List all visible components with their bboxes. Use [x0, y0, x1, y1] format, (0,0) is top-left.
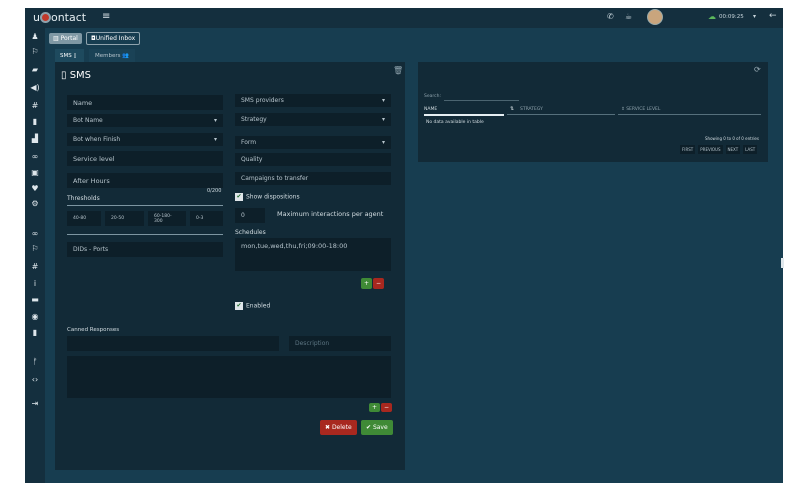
after-hours-input[interactable]: After Hours	[67, 173, 223, 188]
schedules-textarea[interactable]: mon,tue,wed,thu,fri;09:00-18:00	[235, 238, 391, 271]
save-button[interactable]: ✔ Save	[361, 420, 393, 435]
sms-providers-select[interactable]: SMS providers ▾	[235, 94, 391, 107]
remove-schedule-button[interactable]: −	[373, 278, 385, 289]
page-next[interactable]: NEXT	[725, 145, 741, 154]
logout-icon[interactable]: ←	[769, 11, 777, 21]
app-window: u ontact ≡ ✆ ☕ ☁ 00:09:25 ▾ ← ♟ ⚐ ▰ ◀) # …	[25, 8, 783, 483]
hashtag-icon[interactable]: #	[31, 101, 39, 110]
remove-canned-button[interactable]: −	[381, 403, 393, 412]
cogs-icon[interactable]: ⚙	[31, 199, 39, 208]
file-icon[interactable]: ▮	[32, 117, 38, 126]
tab-members[interactable]: Members 👥	[89, 49, 136, 62]
avatar[interactable]	[647, 9, 663, 25]
max-interactions-label: Maximum interactions per agent	[277, 210, 384, 218]
campaigns-transfer-input[interactable]: Campaigns to transfer	[235, 172, 391, 185]
timer: 00:09:25	[719, 14, 744, 20]
pagination: FIRST PREVIOUS NEXT LAST	[680, 145, 758, 154]
add-schedule-button[interactable]: +	[361, 278, 373, 289]
threshold-input[interactable]: 20-50	[105, 211, 144, 226]
show-dispositions-checkbox[interactable]: ✔ Show dispositions	[235, 193, 300, 201]
char-counter: 0/200	[207, 188, 222, 194]
trash-icon[interactable]: 🗑	[393, 66, 404, 75]
sms-form: ▯ SMS 🗑 Name Bot Name ▾ Bot when Finish ▾ …	[55, 62, 405, 470]
gamepad-icon[interactable]: ∞	[31, 152, 39, 161]
search-label: Search:	[424, 94, 441, 99]
info-icon[interactable]: i	[33, 279, 37, 288]
thumbs-up-icon[interactable]: ▟	[31, 134, 39, 143]
form-title: ▯ SMS	[61, 70, 92, 81]
page-previous[interactable]: PREVIOUS	[698, 145, 723, 154]
cloud-icon: ☁	[708, 12, 716, 21]
refresh-icon[interactable]: ⟳	[754, 65, 761, 74]
column-name[interactable]: NAME	[424, 107, 438, 112]
dids-ports-input[interactable]: DIDs - Ports	[67, 242, 223, 257]
portal-button[interactable]: ▥ Portal	[49, 33, 82, 44]
code-icon[interactable]: ‹›	[31, 375, 39, 384]
column-service-level[interactable]: ⇕ SERVICE LEVEL	[621, 107, 661, 112]
page-first[interactable]: FIRST	[680, 145, 696, 154]
empty-table-message: No data available in table	[426, 120, 484, 125]
briefcase-icon[interactable]: ▣	[31, 168, 39, 177]
truck-icon[interactable]: ▰	[31, 65, 39, 74]
form-select[interactable]: Form ▾	[235, 136, 391, 149]
phone-icon[interactable]: ✆	[607, 12, 614, 21]
gamepad-icon[interactable]: ∞	[31, 229, 39, 238]
tab-sms[interactable]: SMS ▯	[55, 49, 84, 62]
name-input[interactable]: Name	[67, 95, 223, 110]
max-interactions-input[interactable]: 0	[235, 208, 265, 223]
enabled-checkbox[interactable]: ✔ Enabled	[235, 302, 271, 310]
flag-icon[interactable]: ⚐	[31, 244, 39, 253]
table-info: Showing 0 to 0 of 0 entries	[705, 136, 759, 141]
chevron-down-icon[interactable]: ▾	[753, 13, 757, 20]
menu-icon[interactable]: ≡	[102, 11, 111, 22]
heartbeat-icon[interactable]: ♥	[31, 184, 39, 193]
delete-button[interactable]: ✖ Delete	[320, 420, 357, 435]
schedules-label: Schedules	[235, 229, 266, 236]
search-input[interactable]	[444, 100, 519, 101]
circle-icon[interactable]: ◉	[31, 312, 39, 321]
folder-icon[interactable]: ▬	[31, 295, 39, 304]
top-bar: u ontact ≡ ✆ ☕ ☁ 00:09:25 ▾ ←	[25, 8, 783, 28]
hashtag-icon[interactable]: #	[31, 262, 39, 271]
column-strategy[interactable]: STRATEGY	[520, 107, 543, 112]
strategy-select[interactable]: Strategy ▾	[235, 113, 391, 126]
threshold-input[interactable]: 60-180-300	[148, 211, 186, 226]
sort-icon[interactable]: ⇅	[510, 106, 515, 112]
bot-finish-select[interactable]: Bot when Finish ▾	[67, 133, 223, 146]
megaphone-icon[interactable]: ◀)	[30, 83, 40, 92]
thresholds-label: Thresholds	[67, 195, 100, 202]
service-level-input[interactable]: Service level	[67, 151, 223, 166]
flag-icon[interactable]: ⚐	[31, 47, 39, 56]
sign-in-icon[interactable]: ⇥	[31, 399, 39, 408]
canned-response-input[interactable]	[67, 336, 279, 351]
logo: u ontact	[33, 11, 87, 24]
sidebar: ♟ ⚐ ▰ ◀) # ▮ ▟ ∞ ▣ ♥ ⚙ ∞ ⚐ # i ▬ ◉ ▮ ᚠ ‹…	[25, 28, 45, 483]
canned-response-textarea[interactable]	[67, 356, 391, 398]
unified-inbox-button[interactable]: ◘Unified Inbox	[86, 32, 141, 45]
page-last[interactable]: LAST	[743, 145, 758, 154]
coffee-icon[interactable]: ☕	[625, 12, 633, 21]
threshold-input[interactable]: 0-3	[190, 211, 223, 226]
canned-responses-label: Canned Responses	[67, 327, 120, 333]
sms-table-panel: ⟳ Search: NAME ⇅ STRATEGY ⇕ SERVICE LEVE…	[418, 62, 768, 162]
threshold-input[interactable]: 40-80	[67, 211, 101, 226]
branch-icon[interactable]: ᚠ	[32, 357, 38, 366]
bot-name-select[interactable]: Bot Name ▾	[67, 114, 223, 127]
quality-input[interactable]: Quality	[235, 153, 391, 166]
file-icon[interactable]: ▮	[32, 328, 38, 337]
side-handle[interactable]	[781, 258, 784, 268]
add-canned-button[interactable]: +	[369, 403, 381, 412]
user-icon[interactable]: ♟	[31, 32, 39, 41]
description-input[interactable]: Description	[289, 336, 391, 351]
